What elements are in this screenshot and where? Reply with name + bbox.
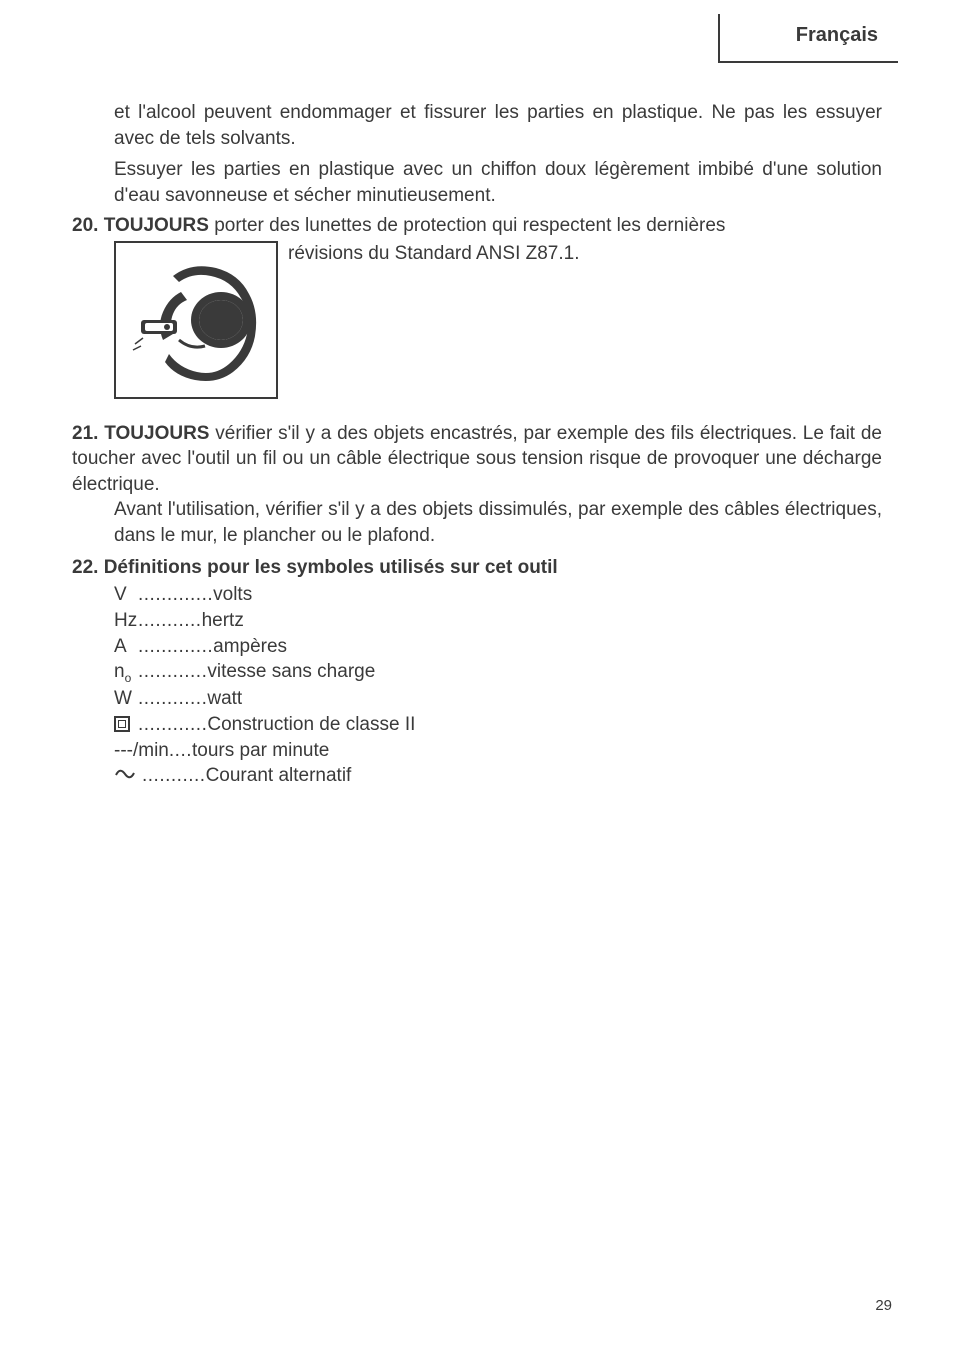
definition-row: W ............ watt bbox=[114, 686, 882, 712]
definition-label: hertz bbox=[202, 608, 244, 634]
list-item-20: 20. TOUJOURS porter des lunettes de prot… bbox=[72, 215, 882, 399]
definition-row: no ............ vitesse sans charge bbox=[114, 659, 882, 686]
definition-dots: .... bbox=[169, 738, 192, 764]
definition-row: ............ Construction de classe II bbox=[114, 712, 882, 738]
definition-row: ---/min .... tours par minute bbox=[114, 738, 882, 764]
item-22-title: Définitions pour les symboles utilisés s… bbox=[104, 557, 558, 578]
page-content: et l'alcool peuvent endommager et fissur… bbox=[72, 100, 882, 789]
definition-symbol: W bbox=[114, 686, 138, 712]
safety-goggles-icon bbox=[114, 241, 278, 399]
definition-symbol: no bbox=[114, 659, 138, 686]
item-20-line1: 20. TOUJOURS porter des lunettes de prot… bbox=[72, 215, 882, 237]
item-22-number: 22. bbox=[72, 557, 98, 578]
definition-dots: ............ bbox=[138, 712, 207, 738]
definition-label: volts bbox=[213, 582, 252, 608]
item-21-lead: TOUJOURS bbox=[104, 423, 209, 444]
definition-symbol: ---/min bbox=[114, 738, 169, 764]
language-label: Français bbox=[796, 24, 878, 46]
definition-row: Hz ........... hertz bbox=[114, 608, 882, 634]
definition-symbol bbox=[114, 763, 142, 789]
definition-dots: ............. bbox=[138, 582, 213, 608]
definition-symbol: A bbox=[114, 634, 138, 660]
definition-row: ........... Courant alternatif bbox=[114, 763, 882, 789]
definition-dots: ............ bbox=[138, 686, 207, 712]
definition-label: Construction de classe II bbox=[207, 712, 415, 738]
list-item-21: 21. TOUJOURS vérifier s'il y a des objet… bbox=[72, 421, 882, 549]
item-20-text1: porter des lunettes de protection qui re… bbox=[209, 215, 725, 236]
definition-dots: ............. bbox=[138, 634, 213, 660]
item-21-text2: Avant l'utilisation, vérifier s'il y a d… bbox=[114, 497, 882, 548]
item-21-text: 21. TOUJOURS vérifier s'il y a des objet… bbox=[72, 421, 882, 498]
intro-paragraph-1: et l'alcool peuvent endommager et fissur… bbox=[114, 100, 882, 151]
definitions-list: V ............. voltsHz ........... hert… bbox=[114, 582, 882, 788]
definition-label: tours par minute bbox=[192, 738, 329, 764]
definition-label: ampères bbox=[213, 634, 287, 660]
item-20-number: 20. bbox=[72, 215, 98, 236]
list-item-22: 22. Définitions pour les symboles utilis… bbox=[72, 555, 882, 789]
definition-row: A ............. ampères bbox=[114, 634, 882, 660]
definition-dots: ............ bbox=[138, 659, 207, 685]
definition-symbol: V bbox=[114, 582, 138, 608]
definition-label: vitesse sans charge bbox=[207, 659, 375, 685]
item-20-row: révisions du Standard ANSI Z87.1. bbox=[72, 241, 882, 399]
definition-dots: ........... bbox=[138, 608, 202, 634]
item-20-lead: TOUJOURS bbox=[104, 215, 209, 236]
definition-label: Courant alternatif bbox=[206, 763, 352, 789]
definition-symbol bbox=[114, 712, 138, 738]
definition-label: watt bbox=[207, 686, 242, 712]
language-tab: Français bbox=[718, 14, 898, 63]
item-20-tail: révisions du Standard ANSI Z87.1. bbox=[288, 241, 882, 267]
item-22-heading: 22. Définitions pour les symboles utilis… bbox=[72, 555, 882, 581]
definition-row: V ............. volts bbox=[114, 582, 882, 608]
page-number: 29 bbox=[875, 1297, 892, 1314]
ac-icon bbox=[114, 767, 136, 781]
definition-symbol: Hz bbox=[114, 608, 138, 634]
definition-dots: ........... bbox=[142, 763, 206, 789]
intro-paragraph-2: Essuyer les parties en plastique avec un… bbox=[114, 157, 882, 208]
item-21-number: 21. bbox=[72, 423, 98, 444]
class-ii-icon bbox=[114, 716, 130, 732]
